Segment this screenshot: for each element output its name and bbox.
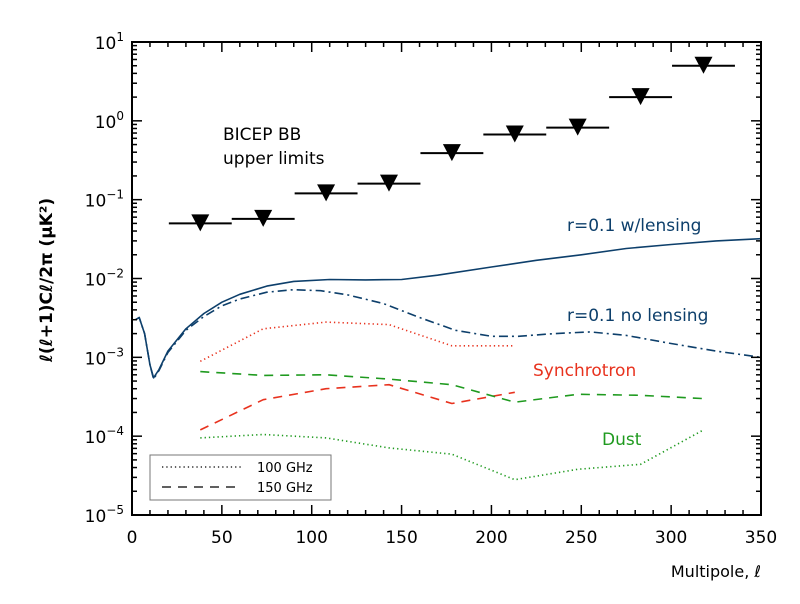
series-line-synchrotron-100ghz xyxy=(199,321,515,363)
upper-limit-marker xyxy=(317,184,336,202)
x-tick-label: 150 xyxy=(385,528,417,548)
axes: 0 50 100 150 200 250 300 350 101 100 10−1 10−2 10−3 1… xyxy=(85,30,778,548)
series-line-dust-100ghz xyxy=(200,429,704,481)
x-axis-label: Multipole, ℓ xyxy=(671,562,761,581)
legend: 100 GHz 150 GHz xyxy=(149,454,332,501)
dust-label: Dust xyxy=(602,430,642,450)
x-tick-label: 200 xyxy=(475,528,507,548)
upper-limit-marker xyxy=(631,88,650,106)
x-tick-label: 0 xyxy=(127,528,138,548)
upper-limit-marker xyxy=(442,144,461,162)
x-tick-label: 100 xyxy=(295,528,327,548)
y-axis-label: ℓ(ℓ+1)Cℓ/2π (μK²) xyxy=(37,198,57,363)
upper-limit-marker xyxy=(568,118,587,136)
upper-limit-marker xyxy=(379,174,398,192)
bicep-label-line1: BICEP BB xyxy=(223,125,301,145)
y-tick-label: 10−4 xyxy=(85,424,124,448)
x-tick-label: 250 xyxy=(565,528,597,548)
y-tick-label: 101 xyxy=(95,30,124,54)
plot-frame xyxy=(131,41,762,516)
y-tick-label: 10−1 xyxy=(85,188,124,212)
y-tick-label: 10−3 xyxy=(85,345,124,369)
upper-limit-marker xyxy=(694,56,713,74)
series-line-dust-150ghz xyxy=(200,370,704,404)
nolensing-label: r=0.1 no lensing xyxy=(567,306,708,326)
bicep-label-line2: upper limits xyxy=(223,149,325,169)
series-line-synchrotron-150ghz xyxy=(199,383,515,431)
legend-label-100ghz: 100 GHz xyxy=(257,461,313,476)
upper-limit-marker xyxy=(191,214,210,232)
x-tick-label: 350 xyxy=(745,528,777,548)
y-tick-label: 10−2 xyxy=(85,267,124,291)
legend-box xyxy=(149,454,332,501)
upper-limit-marker xyxy=(505,125,524,143)
y-tick-label: 10−5 xyxy=(85,503,124,527)
series-line-r-0-1-no-lensing xyxy=(135,288,762,380)
x-tick-label: 300 xyxy=(655,528,687,548)
x-tick-label: 50 xyxy=(211,528,233,548)
synchrotron-label: Synchrotron xyxy=(533,361,636,381)
legend-label-150ghz: 150 GHz xyxy=(257,481,313,496)
y-tick-label: 100 xyxy=(95,109,124,133)
plot-marks xyxy=(135,56,762,481)
upper-limit-marker xyxy=(254,209,273,227)
lensing-label: r=0.1 w/lensing xyxy=(567,216,701,236)
